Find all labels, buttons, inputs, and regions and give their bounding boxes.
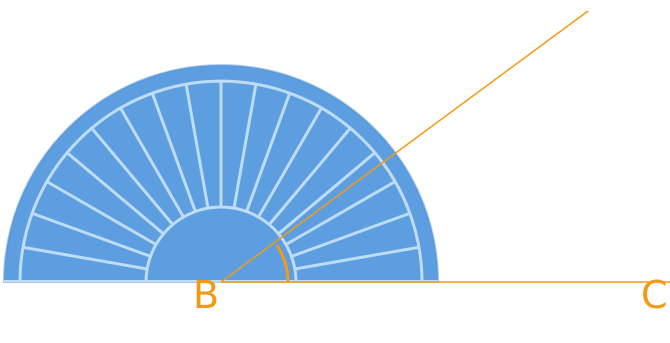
protractor-spoke	[294, 245, 421, 271]
protractor-spoke	[232, 84, 258, 209]
protractor-spoke	[119, 107, 185, 218]
protractor-spoke	[31, 211, 152, 258]
angle-geometry	[220, 10, 670, 283]
ray-ba	[220, 10, 589, 283]
protractor-spoke	[245, 92, 292, 213]
angle-arc	[275, 244, 290, 283]
vertex-label-b: B	[193, 273, 220, 317]
protractor-icon	[2, 64, 440, 283]
protractor-spoke	[45, 180, 157, 246]
protractor-spoke	[184, 84, 210, 209]
protractor-spoke	[277, 151, 376, 235]
protractor-inner-arc	[144, 205, 298, 282]
protractor-texture	[2, 64, 440, 283]
protractor-spoke	[268, 127, 352, 226]
protractor-spoke	[285, 180, 397, 246]
protractor-spoke	[66, 151, 165, 235]
protractor-spoke	[150, 92, 197, 213]
protractor-spoke	[257, 107, 323, 218]
protractor-spoke	[290, 211, 411, 258]
protractor-spoke	[21, 245, 148, 271]
point-label-c: C	[641, 273, 668, 317]
protractor-spoke	[90, 127, 174, 226]
protractor-marks	[4, 79, 438, 282]
